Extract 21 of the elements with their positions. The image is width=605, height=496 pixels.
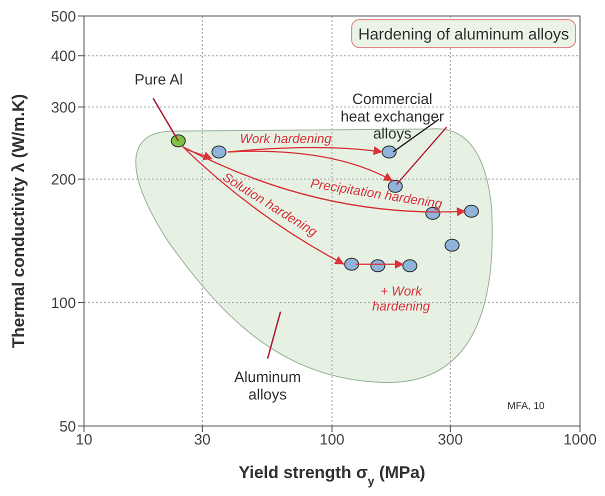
annotation: Precipitation hardening [310,176,444,212]
y-tick-label: 200 [50,171,76,188]
y-tick-label: 500 [50,8,76,26]
y-tick-label: 300 [50,99,76,116]
annotation: Commercial heat exchanger alloys [340,91,444,143]
y-axis-title: Thermal conductivity λ (W/m.K) [9,94,28,348]
y-tick-label: 100 [50,294,76,312]
y-tick-label: 400 [50,48,76,66]
annotation: + Work hardening [372,284,431,314]
y-tick-label: 50 [59,418,76,436]
x-tick-label: 1000 [563,432,597,449]
annotation: Aluminum alloys [234,369,301,404]
text: Hardening of aluminum alloys [358,26,570,44]
annotation: MFA, 10 [507,401,546,412]
x-tick-label: 10 [76,432,92,449]
annotation: Pure Al [134,72,183,89]
x-axis-title: Yield strength σ$_{y}$ (MPa) [238,463,426,488]
x-tick-label: 100 [319,432,345,449]
annotation: Work hardening [240,131,332,146]
x-tick-label: 30 [194,432,211,449]
x-tick-label: 300 [438,432,463,449]
